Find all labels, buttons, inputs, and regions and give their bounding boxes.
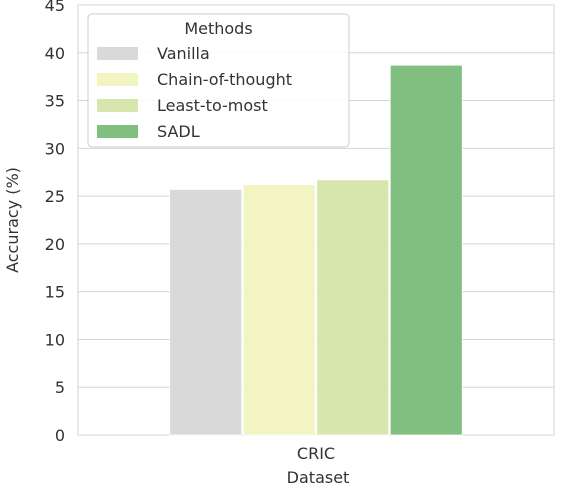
bar-vanilla xyxy=(169,189,243,436)
y-tick-label: 35 xyxy=(45,92,65,111)
y-tick-label: 25 xyxy=(45,187,65,206)
legend: Methods Vanilla Chain-of-thought Least-to-m… xyxy=(87,13,350,148)
y-tick-label: 0 xyxy=(55,426,65,445)
y-tick-label: 10 xyxy=(45,330,65,349)
legend-label: Least-to-most xyxy=(157,96,268,115)
y-tick-label: 40 xyxy=(45,44,65,63)
bar-chain-of-thought xyxy=(242,184,316,436)
legend-title: Methods xyxy=(184,19,252,38)
legend-label: SADL xyxy=(157,122,200,141)
legend-label: Vanilla xyxy=(157,44,210,63)
bar-sadl xyxy=(389,64,463,436)
x-tick-label: CRIC xyxy=(297,444,335,463)
legend-swatch xyxy=(97,125,138,138)
y-tick-label: 15 xyxy=(45,283,65,302)
y-tick-label: 45 xyxy=(45,0,65,15)
bars xyxy=(169,64,463,436)
y-tick-label: 30 xyxy=(45,139,65,158)
y-tick-label: 20 xyxy=(45,235,65,254)
legend-box xyxy=(87,13,350,148)
axes: 0 5 10 15 20 25 30 35 40 45 CRIC xyxy=(45,0,335,463)
y-axis-label: Accuracy (%) xyxy=(3,167,22,273)
legend-swatch xyxy=(97,47,138,60)
legend-swatch xyxy=(97,73,138,86)
x-axis-label: Dataset xyxy=(287,468,350,484)
legend-swatch xyxy=(97,99,138,112)
y-tick-label: 5 xyxy=(55,378,65,397)
bar-least-to-most xyxy=(316,179,390,436)
legend-label: Chain-of-thought xyxy=(157,70,292,89)
